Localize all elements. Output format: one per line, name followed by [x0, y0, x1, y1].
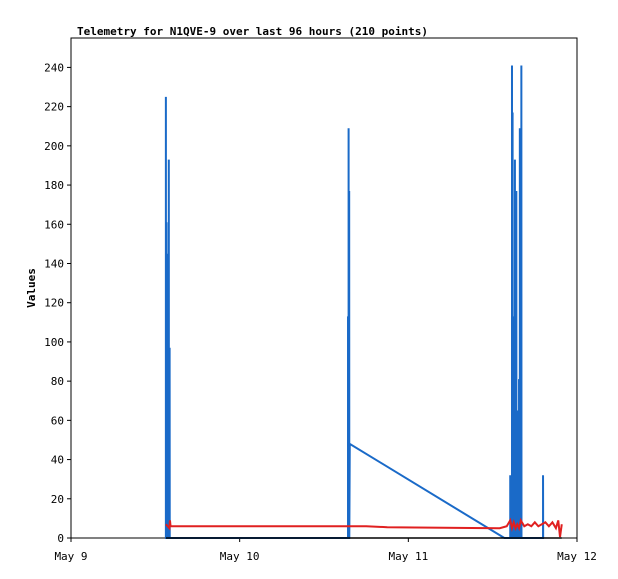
y-tick-label: 100	[44, 336, 64, 349]
x-tick-label: May 9	[54, 550, 87, 563]
y-tick-label: 200	[44, 140, 64, 153]
y-tick-label: 40	[51, 454, 64, 467]
x-tick-label: May 10	[220, 550, 260, 563]
series-layer	[164, 65, 563, 539]
series-line-0	[164, 65, 545, 539]
y-axis: 0 20 40 60 80 100 120 140 160 180 200 220 240	[44, 61, 71, 545]
y-tick-label: 180	[44, 179, 64, 192]
y-tick-label: 120	[44, 297, 64, 310]
y-tick-label: 160	[44, 218, 64, 231]
y-tick-label: 80	[51, 375, 64, 388]
x-tick-label: May 11	[388, 550, 428, 563]
y-tick-label: 240	[44, 61, 64, 74]
x-tick-label: May 12	[557, 550, 597, 563]
chart-title: Telemetry for N1QVE-9 over last 96 hours…	[77, 25, 428, 38]
x-axis: May 9 May 10 May 11 May 12	[54, 538, 597, 563]
y-tick-label: 220	[44, 101, 64, 114]
y-tick-label: 20	[51, 493, 64, 506]
y-tick-label: 140	[44, 257, 64, 270]
series-line-1	[165, 517, 563, 538]
y-tick-label: 0	[57, 532, 64, 545]
y-tick-label: 60	[51, 414, 64, 427]
y-axis-label: Values	[25, 268, 38, 308]
plot-frame	[70, 37, 578, 539]
